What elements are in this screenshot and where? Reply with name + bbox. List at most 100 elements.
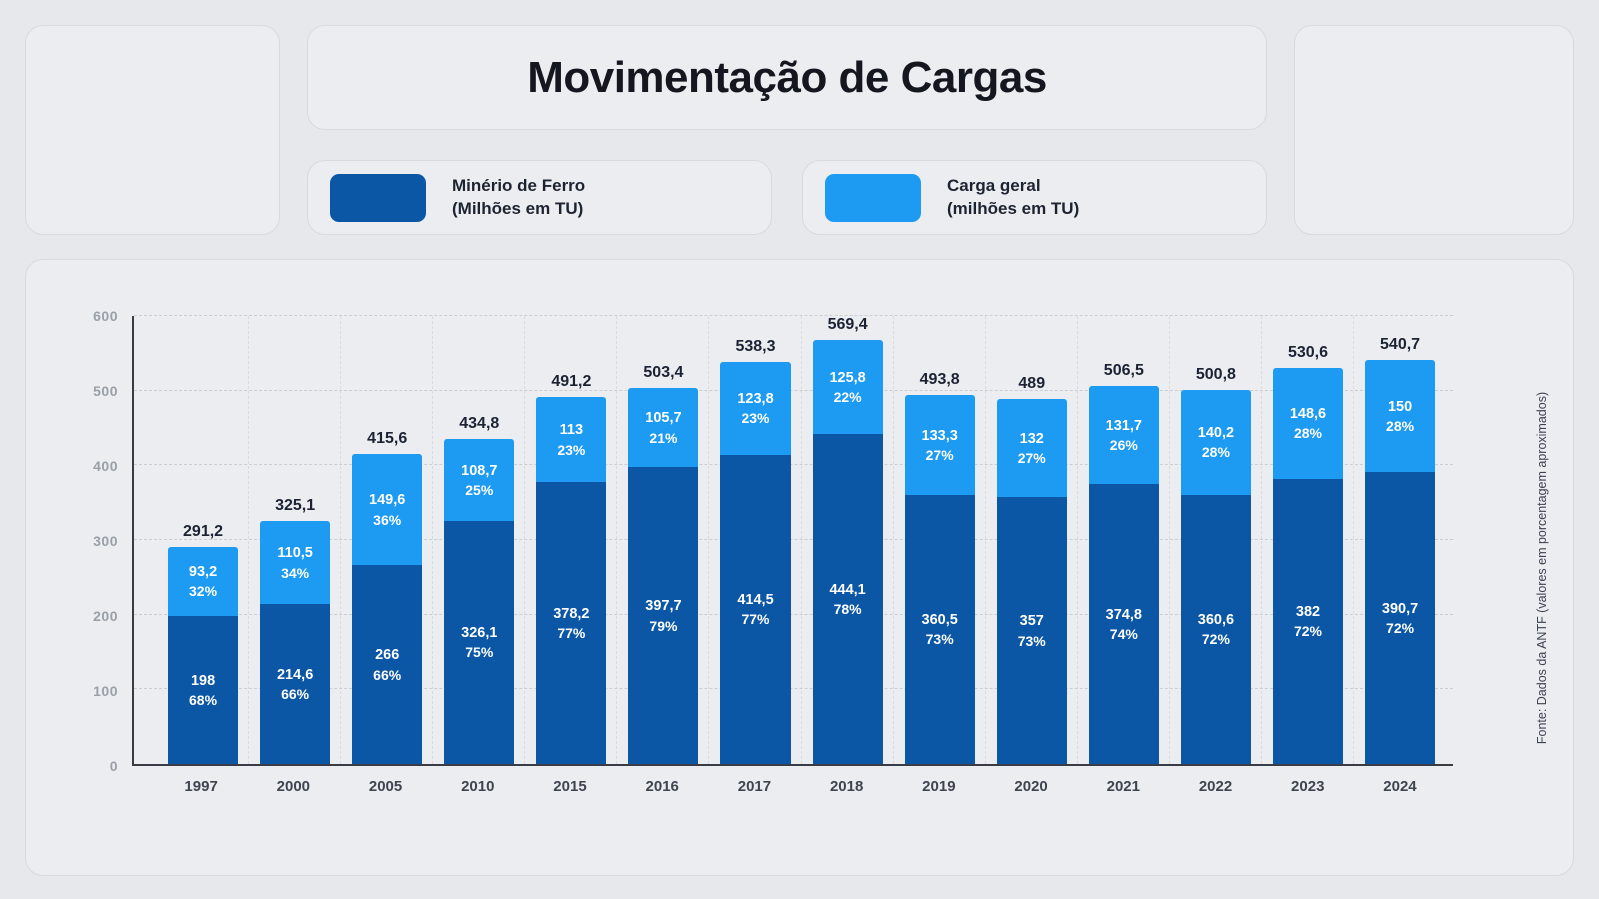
bar-percent-label: 79% xyxy=(649,617,678,634)
bar-value-label: 105,7 xyxy=(645,410,682,427)
bar-segment-carga-geral: 110,5 34% xyxy=(260,521,331,604)
bar-segment-minerio: 397,7 79% xyxy=(628,467,699,764)
bar-percent-label: 34% xyxy=(281,564,310,581)
bar-value-label: 93,2 xyxy=(188,564,218,581)
bar-segment-minerio: 266 66% xyxy=(352,565,423,764)
bar-total-label: 500,8 xyxy=(1195,366,1236,384)
bar-percent-label: 77% xyxy=(741,611,770,628)
bar-percent-label: 32% xyxy=(189,583,218,600)
bar-segment-minerio: 390,7 72% xyxy=(1365,472,1436,764)
gridline xyxy=(134,613,1453,615)
bar-group: 415,6 149,6 36% 266 66% xyxy=(340,316,423,764)
x-tick-label: 2000 xyxy=(276,778,311,795)
bar-percent-label: 23% xyxy=(741,410,770,427)
y-tick-label: 300 xyxy=(93,533,118,549)
gridline xyxy=(134,688,1453,690)
x-tick-label: 1997 xyxy=(184,778,218,795)
bar-total-label: 506,5 xyxy=(1103,361,1144,379)
bar-total-label: 489 xyxy=(1018,374,1046,392)
legend-row: Minério de Ferro (Milhões em TU) Carga g… xyxy=(307,160,1267,235)
bar-value-label: 123,8 xyxy=(737,391,774,408)
bar-value-label: 326,1 xyxy=(461,625,498,642)
legend-label-minerio-line1: Minério de Ferro xyxy=(452,176,586,196)
bar-value-label: 444,1 xyxy=(829,581,866,598)
bar-value-label: 357 xyxy=(1019,613,1044,630)
page-title: Movimentação de Cargas xyxy=(527,52,1047,102)
bar-total-label: 415,6 xyxy=(367,429,408,447)
bar-value-label: 378,2 xyxy=(553,605,590,622)
x-tick-label: 2020 xyxy=(1014,778,1048,795)
bar-segment-carga-geral: 150 28% xyxy=(1365,360,1436,473)
bar-segment-minerio: 360,6 72% xyxy=(1180,494,1251,764)
legend-item-minerio: Minério de Ferro (Milhões em TU) xyxy=(307,160,772,235)
header-middle: Movimentação de Cargas Minério de Ferro … xyxy=(307,25,1267,235)
x-tick-label: 2021 xyxy=(1106,778,1140,795)
bar-value-label: 360,6 xyxy=(1197,612,1235,629)
gridline xyxy=(134,539,1453,540)
legend-label-carga-line1: Carga geral xyxy=(947,176,1041,196)
bar-percent-label: 75% xyxy=(465,644,494,661)
decorative-card-right xyxy=(1294,25,1574,235)
x-tick-label: 2015 xyxy=(553,778,587,795)
bar-segment-minerio: 326,1 75% xyxy=(444,520,515,764)
bar-segment-carga-geral: 105,7 21% xyxy=(628,388,699,468)
bar-segment-minerio: 357 73% xyxy=(996,497,1067,764)
bar-group: 291,2 93,2 32% 198 68% xyxy=(168,316,239,764)
bar-percent-label: 28% xyxy=(1201,444,1230,461)
bar-percent-label: 73% xyxy=(925,631,954,648)
bar-group: 325,1 110,5 34% 214,6 66% xyxy=(248,316,331,764)
bar-percent-label: 77% xyxy=(557,624,586,641)
x-tick-label: 2016 xyxy=(645,778,679,795)
legend-label-minerio: Minério de Ferro (Milhões em TU) xyxy=(452,175,585,219)
bar-segment-carga-geral: 140,2 28% xyxy=(1180,390,1251,495)
y-tick-label: 400 xyxy=(93,458,118,475)
bar-group: 530,6 148,6 28% 382 72% xyxy=(1260,316,1344,764)
bar-group: 540,7 150 28% 390,7 72% xyxy=(1353,316,1436,764)
bar-group: 503,4 105,7 21% 397,7 79% xyxy=(616,316,699,764)
bar-segment-minerio: 444,1 78% xyxy=(812,433,883,764)
x-tick-label: 2017 xyxy=(737,778,772,795)
bar-segment-carga-geral: 133,3 27% xyxy=(904,395,975,495)
bar-total-label: 434,8 xyxy=(459,415,500,433)
chart-card: 0 100 200 300 400 500 600 291,2 93,2 32% 198 68% 32… xyxy=(25,259,1574,876)
bar-percent-label: 28% xyxy=(1386,418,1415,435)
bar-segment-carga-geral: 93,2 32% xyxy=(168,546,239,617)
bar-value-label: 266 xyxy=(375,647,400,664)
y-tick-label: 600 xyxy=(93,308,118,324)
bar-segment-minerio: 382 72% xyxy=(1272,478,1344,764)
gridline xyxy=(134,464,1453,466)
bar-segment-minerio: 378,2 77% xyxy=(536,481,607,764)
bar-value-label: 140,2 xyxy=(1197,425,1235,442)
bar-value-label: 214,6 xyxy=(276,666,314,683)
bar-percent-label: 78% xyxy=(833,600,862,617)
source-note: Fonte: Dados da ANTF (valores em porcent… xyxy=(1535,391,1549,744)
bar-percent-label: 72% xyxy=(1201,631,1230,648)
gridline xyxy=(134,315,1453,316)
bar-segment-minerio: 414,5 77% xyxy=(720,454,791,764)
bar-value-label: 125,8 xyxy=(829,369,866,386)
bar-segment-carga-geral: 108,7 25% xyxy=(444,439,515,521)
bar-value-label: 110,5 xyxy=(277,545,313,562)
x-tick-label: 2005 xyxy=(368,778,403,795)
bar-percent-label: 26% xyxy=(1109,437,1138,454)
bar-total-label: 491,2 xyxy=(551,373,592,391)
bar-group: 569,4 125,8 22% 444,1 78% xyxy=(800,316,883,764)
bar-percent-label: 72% xyxy=(1386,620,1415,637)
x-tick-label: 2018 xyxy=(829,778,864,795)
bar-group: 434,8 108,7 25% 326,1 75% xyxy=(432,316,515,764)
legend-swatch-carga-geral xyxy=(825,173,921,222)
bars-row: 291,2 93,2 32% 198 68% 325,1 110,5 34% 214,6 66% 4… xyxy=(134,316,1453,764)
bar-value-label: 390,7 xyxy=(1381,600,1419,617)
bar-percent-label: 25% xyxy=(465,481,494,498)
bar-value-label: 132 xyxy=(1019,430,1044,447)
bar-segment-carga-geral: 148,6 28% xyxy=(1272,367,1344,479)
y-tick-label: 0 xyxy=(109,758,118,774)
bar-segment-carga-geral: 149,6 36% xyxy=(352,453,423,566)
bar-value-label: 374,8 xyxy=(1105,606,1142,623)
bar-total-label: 530,6 xyxy=(1287,343,1328,361)
y-tick-label: 100 xyxy=(93,683,118,700)
bar-percent-label: 27% xyxy=(1017,450,1046,467)
bar-total-label: 503,4 xyxy=(643,364,684,382)
x-tick-label: 2023 xyxy=(1291,778,1325,795)
